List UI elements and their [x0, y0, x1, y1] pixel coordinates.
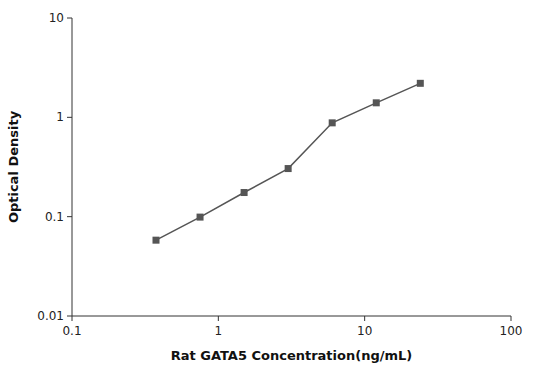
chart-container: 0.11101000.010.1110Rat GATA5 Concentrati… [0, 0, 533, 372]
data-marker [417, 80, 424, 87]
y-tick [67, 117, 72, 118]
axes: 0.11101000.010.1110 [37, 11, 522, 338]
y-axis-line [72, 18, 73, 316]
data-marker [329, 119, 336, 126]
plot-area [152, 80, 423, 244]
x-axis-label: Rat GATA5 Concentration(ng/mL) [171, 348, 413, 363]
y-tick-label: 0.1 [45, 210, 64, 224]
y-tick [67, 216, 72, 217]
y-tick-label: 1 [56, 110, 64, 124]
data-marker [373, 99, 380, 106]
x-axis-line [72, 316, 511, 317]
x-tick-label: 10 [357, 324, 372, 338]
chart-svg: 0.11101000.010.1110Rat GATA5 Concentrati… [0, 0, 533, 372]
x-tick-label: 1 [215, 324, 223, 338]
x-tick-label: 0.1 [62, 324, 81, 338]
data-marker [152, 237, 159, 244]
y-tick [67, 18, 72, 19]
y-tick [67, 316, 72, 317]
y-tick-label: 10 [49, 11, 64, 25]
y-tick-label: 0.01 [37, 309, 64, 323]
x-tick [72, 316, 73, 321]
x-tick [364, 316, 365, 321]
x-tick [511, 316, 512, 321]
data-line [156, 83, 420, 240]
data-marker [241, 189, 248, 196]
x-tick [218, 316, 219, 321]
x-tick-label: 100 [500, 324, 523, 338]
data-marker [285, 165, 292, 172]
y-axis-label: Optical Density [6, 110, 21, 223]
data-marker [197, 214, 204, 221]
